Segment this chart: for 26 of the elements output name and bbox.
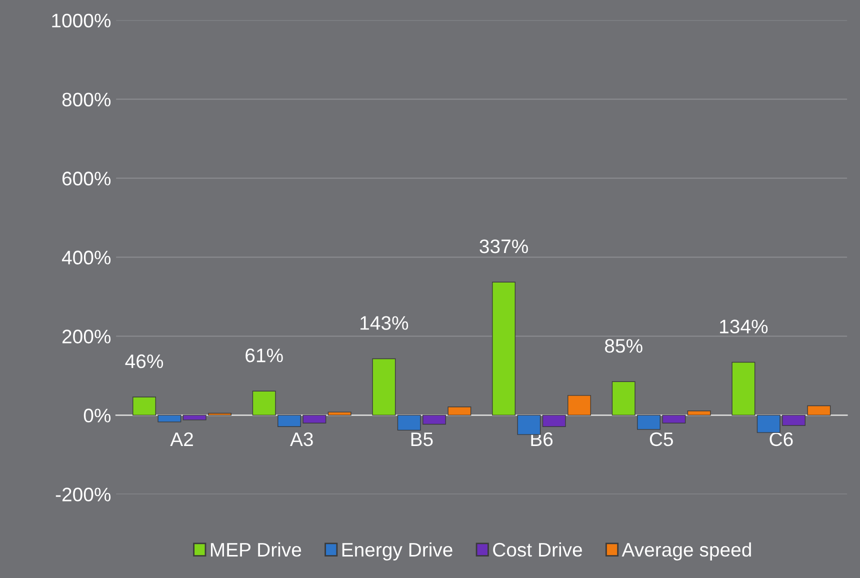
data-label: 143% (360, 316, 408, 330)
legend-label: MEP Drive (210, 542, 302, 557)
y-tick-label: 800% (62, 92, 111, 106)
bar (372, 358, 396, 416)
data-label: 337% (480, 239, 528, 254)
legend-label: Energy Drive (342, 542, 452, 560)
x-tick-label: A2 (170, 432, 193, 446)
x-tick-label: C6 (770, 432, 793, 446)
x-tick-label: B5 (411, 432, 433, 446)
bar (732, 362, 756, 416)
x-tick-label: A3 (290, 432, 313, 446)
legend-label: Average speed (622, 542, 751, 560)
x-tick-label: C5 (650, 432, 673, 446)
bar (687, 410, 711, 416)
data-label: 46% (125, 354, 164, 368)
y-tick-label: 200% (62, 330, 111, 344)
bar (328, 412, 352, 416)
legend-label: Cost Drive (493, 542, 582, 557)
data-label: 61% (246, 348, 283, 362)
y-tick-label: 400% (62, 250, 111, 264)
data-label: 85% (604, 339, 642, 353)
data-label: 134% (720, 320, 768, 334)
y-tick-label: -200% (56, 488, 111, 502)
y-tick-label: 0% (84, 408, 111, 422)
y-tick-label: 600% (62, 172, 111, 186)
y-tick-label: 1000% (52, 14, 111, 28)
